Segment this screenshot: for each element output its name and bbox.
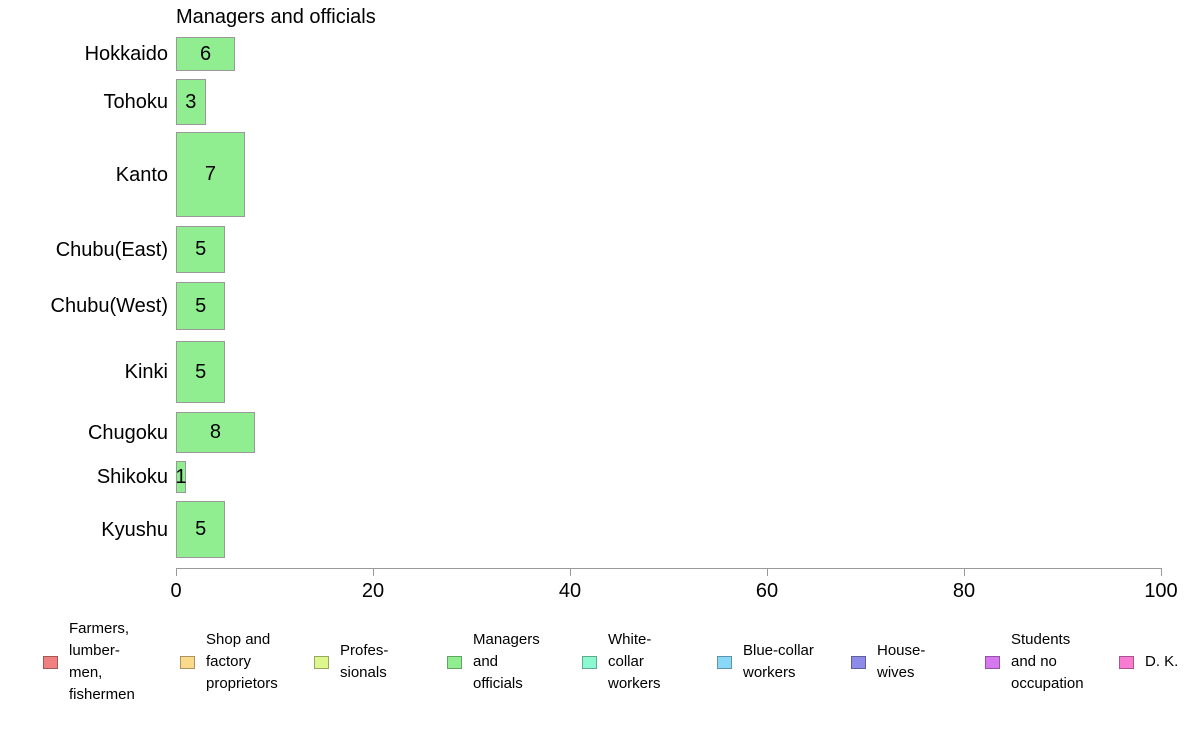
legend-item: Managers and officials [447, 616, 540, 708]
bar-value-label: 5 [195, 518, 207, 540]
legend-item: Shop and factory proprietors [180, 616, 278, 708]
legend-label: Shop and factory proprietors [206, 631, 278, 692]
legend-swatch [43, 655, 58, 669]
bar: 3 [176, 79, 206, 125]
bar-value-label: 8 [209, 421, 221, 443]
bar-value-label: 6 [199, 42, 212, 65]
bar: 5 [176, 341, 226, 403]
bar: 5 [176, 282, 226, 330]
category-label: Hokkaido [84, 43, 168, 65]
legend-item: Farmers, lumber- men, fishermen [43, 616, 135, 708]
legend-item: House- wives [851, 616, 925, 708]
legend-swatch [582, 655, 597, 669]
bar-value-label: 3 [185, 90, 197, 113]
bar-value-label: 5 [195, 360, 207, 383]
x-axis-tick-label: 100 [1144, 580, 1178, 602]
bar: 7 [176, 132, 245, 217]
x-axis-tick-label: 80 [952, 580, 976, 602]
legend-label: Farmers, lumber- men, fishermen [69, 620, 135, 703]
x-axis-tick [964, 568, 965, 576]
bar-value-label: 7 [204, 163, 217, 185]
bar: 1 [175, 461, 187, 493]
legend-label: D. K. [1145, 653, 1179, 670]
x-axis-tick [1161, 568, 1162, 576]
bar: 5 [176, 226, 226, 273]
category-label: Tohoku [103, 91, 169, 113]
category-label: Chubu(East) [55, 238, 168, 261]
category-label: Chugoku [87, 421, 168, 444]
x-axis-tick [373, 568, 374, 576]
legend-label: Students and no occupation [1011, 631, 1084, 692]
legend-item: White- collar workers [582, 616, 661, 708]
legend-item: Blue-collar workers [717, 616, 814, 708]
legend-swatch [447, 655, 462, 669]
bar-value-label: 1 [175, 465, 187, 488]
x-axis-tick [767, 568, 768, 576]
bar: 6 [176, 37, 236, 71]
x-axis-tick-label: 20 [361, 580, 385, 602]
x-axis-tick-label: 40 [558, 580, 582, 602]
legend-swatch [717, 655, 732, 669]
x-axis-tick-label: 0 [170, 580, 182, 602]
legend-item: Students and no occupation [985, 616, 1084, 708]
legend-swatch [985, 655, 1000, 669]
category-label: Shikoku [96, 466, 168, 488]
bar: 8 [176, 412, 255, 453]
bar: 5 [176, 501, 226, 558]
x-axis-tick [570, 568, 571, 576]
chart-title: Managers and officials [176, 6, 376, 28]
legend-item: Profes- sionals [314, 616, 388, 708]
legend-label: Blue-collar workers [743, 642, 814, 681]
bar-value-label: 5 [195, 238, 207, 260]
x-axis-line [176, 568, 1161, 569]
legend-swatch [180, 655, 195, 669]
legend-swatch [314, 655, 329, 669]
legend-item: D. K. [1119, 616, 1178, 708]
category-label: Chubu(West) [50, 295, 168, 317]
legend-swatch [1119, 655, 1134, 669]
bar-value-label: 5 [195, 294, 207, 317]
category-label: Kinki [124, 361, 168, 383]
x-axis-tick [176, 568, 177, 576]
x-axis-tick-label: 60 [755, 580, 779, 602]
legend-swatch [851, 655, 866, 669]
category-label: Kanto [115, 163, 168, 186]
category-label: Kyushu [101, 518, 168, 541]
legend-label: Managers and officials [473, 631, 540, 692]
legend-label: Profes- sionals [340, 642, 389, 681]
legend-label: White- collar workers [608, 631, 661, 692]
legend-label: House- wives [877, 642, 926, 681]
